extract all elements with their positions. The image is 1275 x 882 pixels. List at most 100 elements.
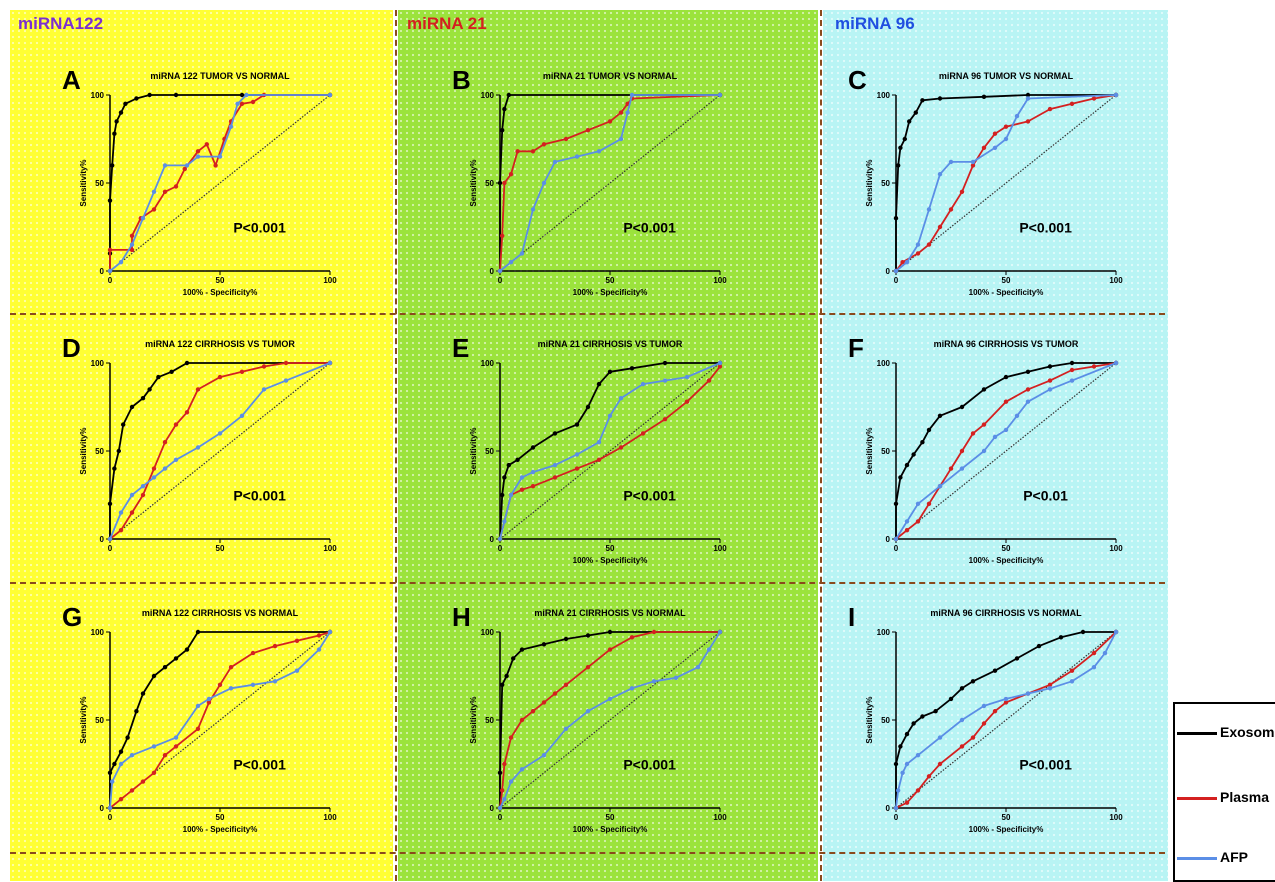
roc-point-afp-c-10 [1025,96,1031,101]
p-value-i: P<0.001 [1019,756,1072,772]
y-tick-label-c-50: 50 [881,179,890,188]
roc-point-afp-f-9 [1025,399,1031,404]
roc-point-afp-f-10 [1047,387,1053,392]
series-plasma-i [893,629,1119,811]
roc-point-afp-f-2 [915,501,921,506]
roc-point-plasma-g-3 [140,779,146,784]
roc-point-exosome-e-1 [500,492,505,498]
roc-point-exosome-e-5 [530,445,536,450]
panel-letter-f: F [848,333,864,363]
roc-point-afp-a-5 [162,163,168,168]
x-tick-label-i-50: 50 [1002,813,1011,822]
x-axis-label-g: 100% - Specificity% [183,825,258,834]
roc-point-plasma-h-2 [502,761,507,767]
roc-point-plasma-c-1 [900,260,905,265]
y-tick-label-g-50: 50 [95,716,104,725]
roc-point-afp-g-8 [228,686,234,691]
roc-point-plasma-i-4 [937,761,943,767]
roc-point-exosome-f-8 [959,404,965,410]
roc-point-afp-h-7 [607,696,613,702]
roc-point-exosome-a-5 [114,119,119,124]
roc-point-plasma-e-10 [684,399,690,404]
roc-point-afp-g-1 [110,779,115,784]
roc-point-plasma-a-6 [162,189,168,194]
roc-point-exosome-i-5 [920,714,925,719]
x-tick-label-d-100: 100 [323,544,337,553]
chart-title-f: miRNA 96 CIRRHOSIS VS TUMOR [934,339,1079,349]
roc-point-plasma-h-7 [552,691,558,696]
series-plasma-c [893,92,1119,274]
reference-diagonal-d [109,362,331,540]
roc-point-plasma-g-10 [228,665,234,670]
roc-point-exosome-h-5 [519,647,525,652]
chart-title-a: miRNA 122 TUMOR VS NORMAL [150,71,290,81]
roc-point-plasma-f-7 [970,431,976,436]
roc-point-afp-c-7 [992,145,998,150]
roc-point-afp-c-1 [904,260,910,265]
y-tick-label-e-0: 0 [490,535,495,544]
roc-point-plasma-d-9 [217,374,223,380]
x-tick-label-f-100: 100 [1109,544,1123,553]
roc-point-afp-e-13 [717,360,723,366]
p-value-b: P<0.001 [623,219,676,235]
roc-point-exosome-i-8 [959,686,965,691]
roc-point-afp-a-7 [195,154,201,159]
y-axis-label-c: Sensitivity% [865,159,874,206]
roc-point-plasma-f-9 [1003,399,1009,404]
legend-swatch-exosome [1177,732,1217,735]
roc-point-plasma-i-12 [1069,668,1075,673]
roc-point-afp-e-4 [530,469,536,475]
series-exosome-i [893,629,1119,811]
roc-point-afp-i-0 [893,805,899,811]
roc-point-exosome-a-10 [173,92,179,98]
roc-point-exosome-i-6 [933,709,938,714]
y-axis-label-g: Sensitivity% [79,696,88,743]
roc-point-exosome-h-9 [607,629,613,635]
x-tick-label-b-0: 0 [498,276,503,285]
roc-point-plasma-e-11 [706,378,712,383]
y-axis-label-i: Sensitivity% [865,696,874,743]
row-divider-2 [10,582,1165,584]
roc-point-plasma-f-6 [959,448,965,454]
roc-point-plasma-e-3 [530,484,536,489]
series-afp-g [107,629,333,811]
x-axis-label-b: 100% - Specificity% [573,288,648,297]
roc-point-exosome-g-1 [107,770,113,775]
x-tick-label-a-100: 100 [323,276,337,285]
roc-point-plasma-g-11 [250,650,256,656]
chart-title-b: miRNA 21 TUMOR VS NORMAL [543,71,678,81]
roc-point-afp-i-14 [1113,629,1119,635]
roc-point-afp-f-1 [904,519,910,524]
roc-line-afp-e [499,362,721,540]
x-tick-label-i-0: 0 [894,813,899,822]
column-background-mirna96 [823,10,1168,881]
roc-point-plasma-g-9 [217,682,223,687]
x-tick-label-h-100: 100 [713,813,727,822]
roc-point-exosome-h-3 [504,673,509,679]
roc-point-afp-i-8 [1003,696,1009,702]
y-tick-label-i-0: 0 [886,804,891,813]
roc-point-exosome-f-1 [893,501,899,506]
roc-point-afp-f-6 [992,434,998,440]
column-title-mirna122: miRNA122 [18,14,104,33]
roc-point-afp-d-11 [283,378,289,383]
roc-point-plasma-f-1 [904,528,910,533]
roc-point-afp-c-5 [948,159,954,165]
y-tick-label-i-50: 50 [881,716,890,725]
roc-point-exosome-i-4 [911,721,916,726]
roc-point-afp-h-10 [673,675,679,680]
roc-point-exosome-e-6 [552,431,558,436]
roc-point-afp-g-9 [250,682,256,687]
roc-point-exosome-f-3 [904,462,910,468]
y-tick-label-a-0: 0 [100,267,105,276]
roc-point-plasma-i-13 [1091,650,1097,656]
roc-point-plasma-f-8 [981,422,987,427]
roc-point-exosome-d-3 [116,448,122,454]
roc-point-afp-e-5 [552,462,558,468]
legend-label-afp: AFP [1220,849,1248,865]
roc-point-exosome-g-9 [173,656,179,661]
roc-point-afp-h-5 [563,726,569,731]
